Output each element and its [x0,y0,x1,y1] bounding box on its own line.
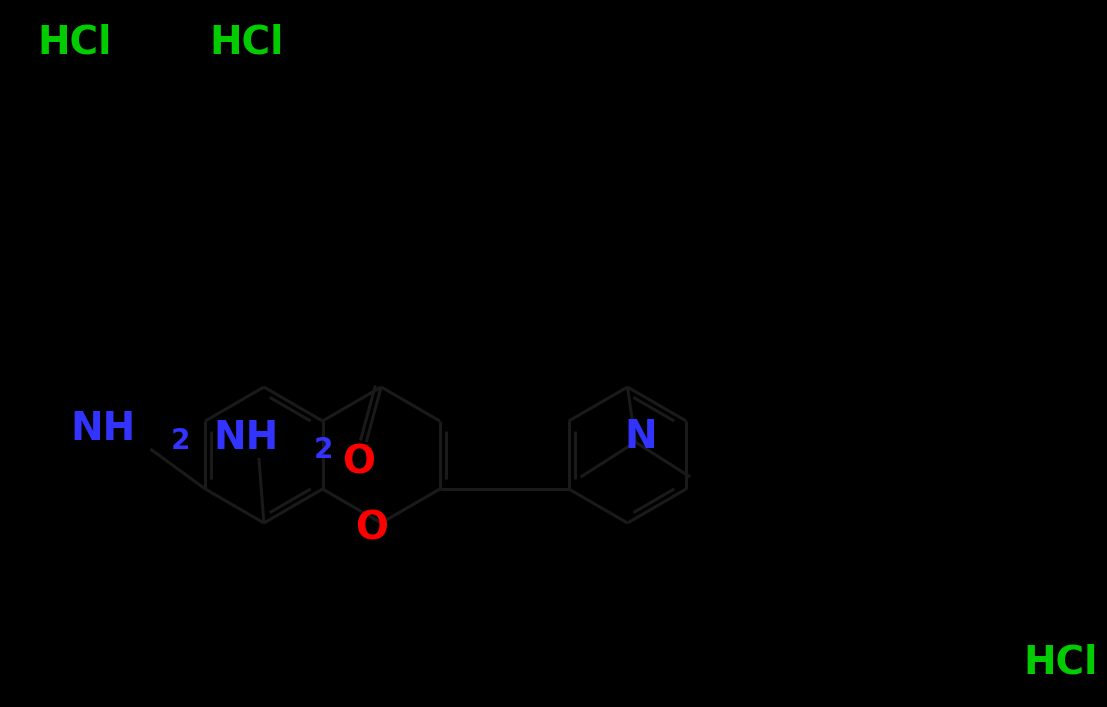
Text: 2: 2 [170,427,189,455]
Text: HCl: HCl [209,24,284,62]
Text: 2: 2 [313,436,333,464]
Text: HCl: HCl [1023,644,1098,682]
Text: O: O [354,509,387,547]
Text: NH: NH [214,419,279,457]
Text: O: O [342,443,375,481]
Text: N: N [624,418,656,456]
Text: NH: NH [70,410,135,448]
Text: HCl: HCl [38,24,112,62]
